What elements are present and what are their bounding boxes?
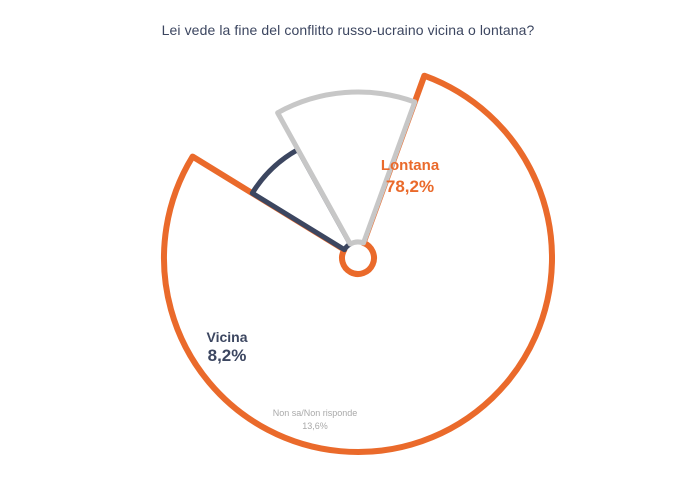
label-vicina-name: Vicina	[207, 329, 248, 345]
label-lontana-value: 78,2%	[386, 177, 434, 196]
label-lontana-name: Lontana	[381, 157, 440, 174]
pie-slice-lontana	[161, 72, 555, 455]
pie-slice-non-sa	[275, 89, 418, 247]
label-vicina-value: 8,2%	[208, 346, 247, 365]
label-non-sa-name: Non sa/Non risponde	[273, 408, 358, 418]
chart-title: Lei vede la fine del conflitto russo-ucr…	[161, 22, 535, 38]
label-non-sa-value: 13,6%	[302, 421, 328, 431]
